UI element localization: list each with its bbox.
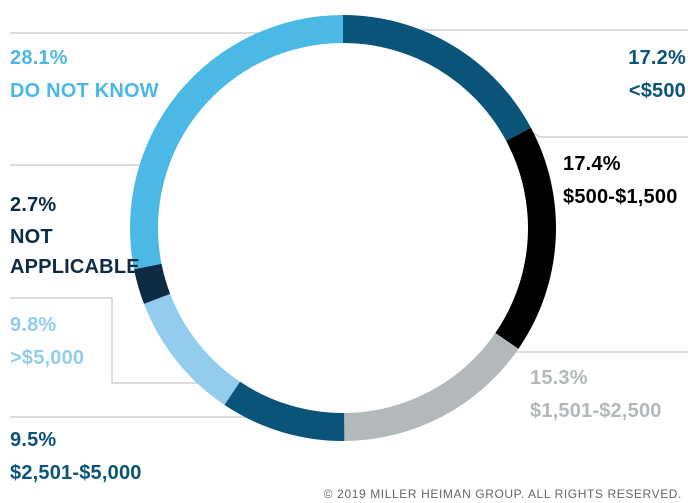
- donut: [130, 15, 557, 441]
- segment-label: 15.3% $1,501-$2,500: [530, 362, 662, 428]
- segment-label: 9.5% $2,501-$5,000: [10, 424, 142, 490]
- segment-label: 28.1% DO NOT KNOW: [10, 42, 159, 108]
- category-label: $500-$1,500: [563, 186, 678, 208]
- segment-label: 9.8% >$5,000: [10, 309, 84, 375]
- leader-line: [10, 297, 220, 384]
- donut-segment: [343, 15, 531, 141]
- donut-segment: [224, 381, 345, 441]
- value-label: 9.8%: [10, 314, 57, 336]
- category-label: NOT APPLICABLE: [10, 226, 140, 278]
- donut-segment: [344, 332, 519, 441]
- leader-line: [524, 127, 688, 138]
- segment-label: 17.4% $500-$1,500: [563, 148, 678, 214]
- donut-segment: [495, 127, 557, 349]
- category-label: <$500: [628, 80, 686, 102]
- value-label: 28.1%: [10, 47, 68, 69]
- segment-label: 17.2% <$500: [628, 42, 686, 108]
- category-label: $1,501-$2,500: [530, 400, 662, 422]
- segment-label: 2.7% NOT APPLICABLE: [10, 189, 150, 282]
- footer: © 2019 MILLER HEIMAN GROUP. ALL RIGHTS R…: [323, 487, 682, 501]
- donut-segment: [130, 15, 343, 270]
- value-label: 9.5%: [10, 429, 57, 451]
- category-label: $2,501-$5,000: [10, 462, 142, 484]
- donut-segment: [143, 293, 240, 405]
- value-label: 2.7%: [10, 194, 57, 216]
- category-label: DO NOT KNOW: [10, 80, 159, 102]
- donut-segment: [134, 263, 171, 304]
- value-label: 15.3%: [530, 367, 588, 389]
- value-label: 17.2%: [628, 47, 686, 69]
- value-label: 17.4%: [563, 153, 621, 175]
- category-label: >$5,000: [10, 347, 85, 369]
